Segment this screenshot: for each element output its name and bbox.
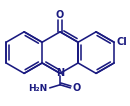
Text: H₂N: H₂N <box>28 84 47 93</box>
Text: N: N <box>56 68 64 78</box>
Text: O: O <box>56 10 64 20</box>
Text: O: O <box>73 83 81 93</box>
Text: Cl: Cl <box>116 37 127 47</box>
